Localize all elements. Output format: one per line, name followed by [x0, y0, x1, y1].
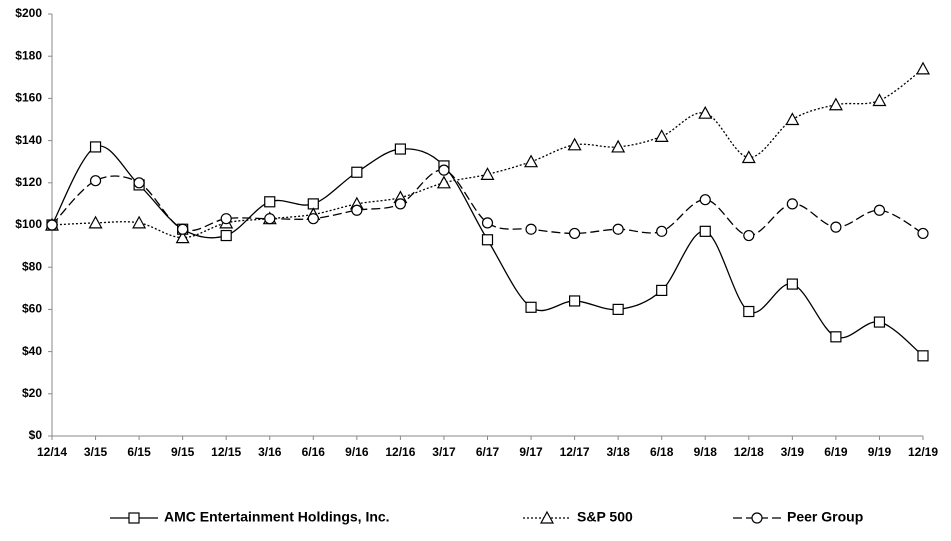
y-tick-label: $0 — [29, 428, 43, 442]
marker — [480, 167, 495, 180]
x-tick-label: 6/16 — [302, 445, 326, 459]
x-tick-label: 3/19 — [781, 445, 805, 459]
marker — [785, 112, 800, 126]
series-line — [51, 145, 924, 357]
x-tick-label: 12/16 — [385, 445, 415, 459]
marker — [133, 177, 145, 189]
x-tick-label: 3/15 — [84, 445, 108, 459]
legend-marker — [751, 512, 763, 524]
marker — [873, 204, 886, 216]
marker — [88, 215, 103, 229]
x-tick-label: 6/18 — [650, 445, 674, 459]
x-tick-label: 6/19 — [824, 445, 848, 459]
x-tick-label: 9/15 — [171, 445, 195, 459]
x-tick-label: 12/17 — [560, 445, 590, 459]
marker — [220, 213, 232, 225]
x-tick-label: 12/18 — [734, 445, 764, 459]
x-tick-label: 3/17 — [432, 445, 456, 459]
legend-label: Peer Group — [787, 509, 863, 525]
marker — [830, 331, 842, 343]
marker — [567, 137, 582, 151]
marker — [872, 93, 887, 107]
marker — [351, 204, 363, 216]
x-tick-label: 9/18 — [694, 445, 718, 459]
x-tick-label: 12/15 — [211, 445, 241, 459]
x-tick-label: 9/17 — [519, 445, 543, 459]
x-tick-label: 3/18 — [606, 445, 630, 459]
marker — [46, 219, 58, 231]
marker — [698, 105, 713, 119]
y-tick-label: $40 — [22, 344, 42, 358]
legend-marker — [539, 510, 555, 524]
series-line — [51, 68, 924, 239]
marker — [438, 164, 450, 176]
marker — [132, 215, 147, 229]
x-tick-label: 6/17 — [476, 445, 500, 459]
marker — [568, 295, 581, 307]
marker — [656, 225, 668, 237]
y-tick-label: $160 — [15, 91, 42, 105]
y-tick-label: $60 — [22, 302, 42, 316]
y-tick-label: $20 — [22, 386, 42, 400]
marker — [89, 175, 102, 187]
marker — [743, 305, 755, 318]
marker — [351, 166, 363, 178]
series-line — [51, 169, 924, 237]
marker — [828, 97, 843, 111]
marker — [264, 196, 276, 208]
marker — [611, 139, 626, 153]
marker — [612, 303, 624, 315]
marker — [175, 230, 190, 244]
y-tick-label: $200 — [15, 6, 42, 20]
marker — [915, 61, 931, 75]
marker — [307, 213, 319, 225]
marker — [786, 198, 798, 210]
y-tick-label: $120 — [15, 175, 42, 189]
marker — [89, 141, 102, 153]
marker — [830, 221, 842, 233]
x-tick-label: 12/14 — [37, 445, 67, 459]
legend-marker — [128, 512, 140, 524]
legend-label: S&P 500 — [577, 509, 633, 525]
marker — [612, 223, 624, 235]
x-tick-label: 3/16 — [258, 445, 282, 459]
marker — [394, 198, 406, 210]
marker — [917, 350, 929, 362]
marker — [873, 316, 886, 328]
x-tick-label: 9/16 — [345, 445, 369, 459]
marker — [481, 217, 494, 229]
marker — [525, 301, 537, 313]
marker — [699, 225, 711, 237]
marker — [394, 143, 406, 155]
y-tick-label: $80 — [22, 259, 42, 273]
marker — [481, 234, 494, 246]
y-tick-label: $140 — [15, 133, 42, 147]
marker — [786, 278, 798, 290]
y-tick-label: $180 — [15, 48, 42, 62]
x-tick-label: 6/15 — [127, 445, 151, 459]
legend-label: AMC Entertainment Holdings, Inc. — [164, 509, 390, 525]
marker — [177, 223, 189, 235]
marker — [917, 227, 929, 240]
marker — [264, 213, 276, 225]
marker — [436, 175, 451, 189]
y-tick-label: $100 — [15, 217, 42, 231]
marker — [524, 154, 539, 168]
marker — [525, 223, 537, 235]
x-tick-label: 9/19 — [868, 445, 892, 459]
marker — [220, 229, 232, 242]
x-tick-label: 12/19 — [908, 445, 938, 459]
marker — [656, 284, 668, 297]
marker — [741, 150, 756, 164]
marker — [743, 229, 755, 242]
marker — [654, 129, 669, 142]
marker — [699, 194, 711, 206]
marker — [568, 227, 581, 240]
